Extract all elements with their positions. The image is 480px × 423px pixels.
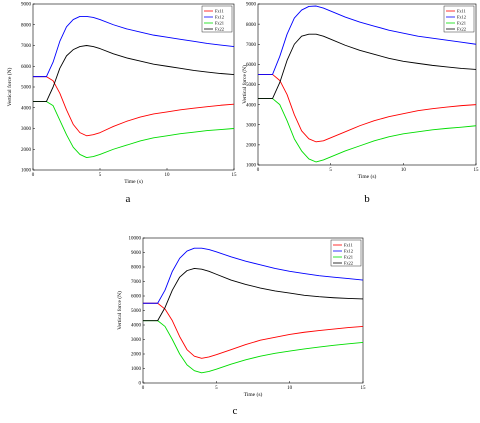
legend-box (330, 239, 362, 267)
legend-entry: Fz12 (457, 15, 466, 20)
series-line-fz11 (143, 302, 364, 359)
y-tick-label: 6000 (21, 65, 32, 70)
x-axis-label: Time (s) (358, 173, 377, 180)
x-tick-label: 10 (401, 168, 407, 173)
x-tick-label: 15 (361, 386, 367, 391)
series-line-fz22 (258, 33, 477, 100)
y-tick-label: 2000 (131, 353, 142, 358)
chart-panel-c: 0 1000 2000 3000 4000 5000 6000 7000 8000 9000 100… (110, 225, 367, 398)
y-axis-label: Vertical force (N) (116, 291, 123, 330)
x-tick-label: 10 (287, 386, 293, 391)
x-tick-label: 10 (165, 173, 171, 178)
y-tick-label: 3000 (131, 338, 142, 343)
y-tick-label: 7000 (131, 280, 142, 285)
y-tick-label: 8000 (131, 266, 142, 271)
x-axis-label: Time (s) (124, 178, 143, 185)
y-tick-label: 5000 (246, 83, 257, 88)
chart-panel-a: 1000 2000 3000 4000 5000 6000 7000 8000 9000 0 5 10… (0, 0, 240, 190)
y-tick-label: 8000 (21, 23, 32, 28)
panel-label-c: c (232, 405, 238, 417)
y-axis-label: Vertical force (N) (6, 67, 13, 106)
series-line-fz11 (33, 76, 235, 137)
y-tick-label: 3000 (21, 127, 32, 132)
x-tick-label: 5 (99, 173, 102, 178)
series-line-fz21 (143, 320, 364, 374)
x-tick-label: 0 (32, 173, 35, 178)
x-tick-label: 15 (232, 173, 238, 178)
chart-panel-b: 1000 2000 3000 4000 5000 6000 7000 8000 9000 0 5 10… (240, 0, 480, 190)
series-line-fz12 (33, 16, 235, 78)
y-tick-label: 4000 (131, 324, 142, 329)
legend-entry: Fz21 (457, 21, 466, 26)
x-tick-label: 0 (257, 168, 260, 173)
y-tick-label: 2000 (21, 148, 32, 153)
legend-box (443, 5, 475, 33)
series-line-fz22 (33, 45, 235, 102)
x-axis-label: Time (s) (244, 391, 263, 398)
series-line-fz22 (143, 268, 364, 322)
legend-entry: Fz12 (215, 15, 224, 20)
chart-c-svg: 0100020003000400050006000700080009000100… (116, 237, 367, 398)
legend-entry: Fz12 (344, 249, 353, 254)
legend-entry: Fz21 (215, 21, 224, 26)
y-tick-label: 4000 (246, 103, 257, 108)
y-tick-label: 5000 (21, 86, 32, 91)
series-line-fz12 (143, 247, 364, 304)
y-axis-label: Vertical force (N) (241, 65, 248, 104)
y-tick-label: 6000 (246, 63, 257, 68)
series-line-fz21 (33, 101, 235, 158)
y-tick-label: 2000 (246, 144, 257, 149)
y-tick-label: 1000 (21, 169, 32, 174)
x-tick-label: 15 (474, 168, 480, 173)
legend-entry: Fz22 (215, 27, 224, 32)
plot-frame (142, 237, 364, 384)
legend-entry: Fz21 (344, 255, 353, 260)
legend-entry: Fz22 (344, 261, 353, 266)
y-tick-label: 9000 (131, 251, 142, 256)
y-tick-label: 9000 (246, 3, 257, 8)
x-tick-label: 5 (329, 168, 332, 173)
legend-entry: Fz11 (457, 9, 466, 14)
y-tick-label: 6000 (131, 295, 142, 300)
y-tick-label: 3000 (246, 123, 257, 128)
y-tick-label: 1000 (246, 164, 257, 169)
legend-entry: Fz11 (344, 243, 353, 248)
y-tick-label: 4000 (21, 106, 32, 111)
y-tick-label: 10000 (129, 237, 142, 242)
panel-label-b: b (364, 193, 370, 205)
series-line-fz21 (258, 98, 477, 163)
chart-a-svg: 1000 2000 3000 4000 5000 6000 7000 8000 9000 0 5 10… (6, 3, 238, 185)
x-tick-label: 0 (142, 386, 145, 391)
y-tick-label: 7000 (21, 44, 32, 49)
legend-box (201, 5, 233, 33)
legend-entry: Fz11 (215, 9, 224, 14)
y-tick-label: 1000 (131, 367, 142, 372)
chart-b-svg: 1000 2000 3000 4000 5000 6000 7000 8000 9000 0 5 10… (241, 3, 480, 180)
series-line-fz11 (258, 73, 477, 143)
plot-frame (257, 3, 477, 166)
legend-entry: Fz22 (457, 27, 466, 32)
y-tick-label: 9000 (21, 3, 32, 8)
series-line-fz12 (258, 5, 477, 75)
y-tick-label: 0 (139, 382, 142, 387)
x-tick-label: 5 (215, 386, 218, 391)
y-tick-label: 8000 (246, 23, 257, 28)
panel-label-a: a (125, 193, 131, 205)
y-tick-label: 7000 (246, 43, 257, 48)
y-tick-label: 5000 (131, 309, 142, 314)
